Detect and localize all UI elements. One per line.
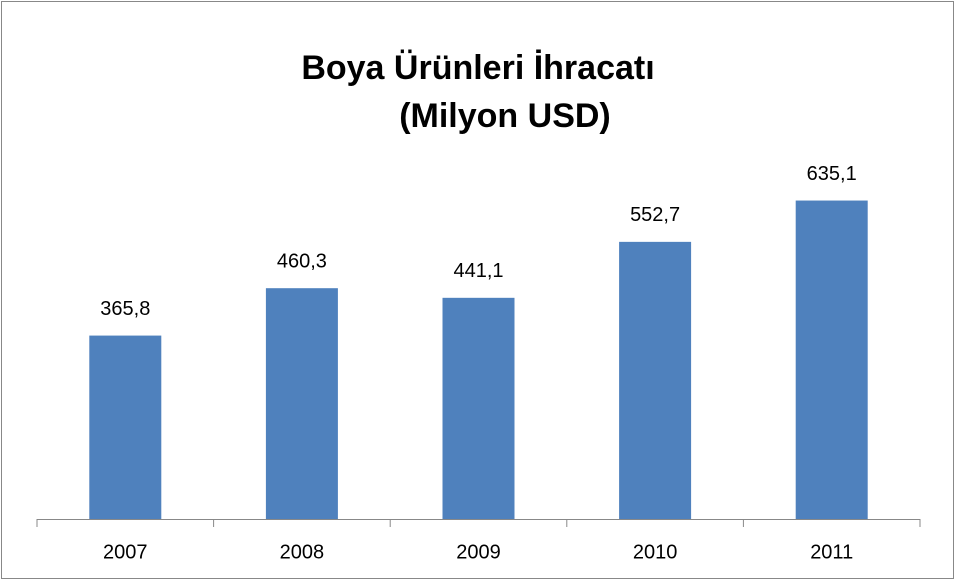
x-tick-label: 2010 (633, 541, 678, 563)
x-tick-label: 2011 (810, 541, 853, 563)
bar (619, 241, 692, 520)
x-tick-label: 2009 (456, 541, 501, 563)
x-tick-label: 2008 (280, 541, 325, 563)
value-label: 635,1 (807, 163, 857, 185)
bar (265, 288, 338, 519)
chart-title: (Milyon USD) (399, 97, 611, 135)
bar (795, 200, 868, 519)
x-tick-label: 2007 (103, 541, 148, 563)
bar (89, 335, 162, 519)
value-label: 441,1 (453, 260, 503, 282)
bar (442, 297, 515, 519)
value-label: 552,7 (630, 204, 680, 226)
value-label: 460,3 (277, 250, 327, 272)
value-label: 365,8 (100, 298, 150, 320)
chart-title: Boya Ürünleri İhracatı (301, 49, 654, 87)
